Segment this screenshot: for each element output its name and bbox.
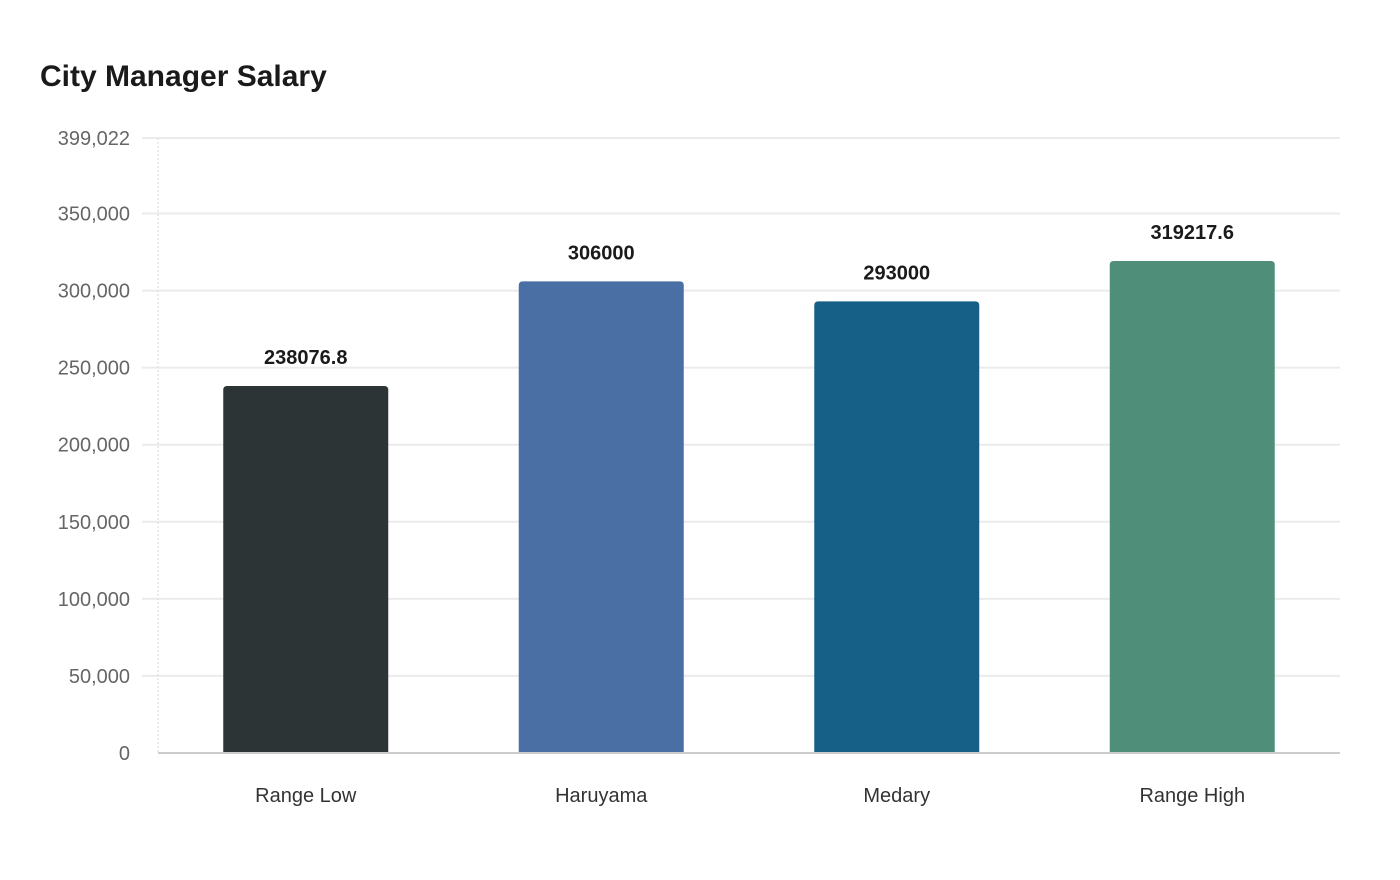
bar-medary (814, 301, 980, 753)
data-label: 293000 (863, 262, 930, 284)
x-tick-label: Range High (1139, 785, 1245, 807)
x-tick-label: Medary (863, 785, 930, 807)
bar-range-low (223, 386, 389, 753)
y-tick-label: 200,000 (58, 435, 130, 457)
y-tick-label: 0 (119, 743, 130, 765)
y-tick-label: 250,000 (58, 358, 130, 380)
y-tick-label: 300,000 (58, 281, 130, 303)
y-tick-label: 150,000 (58, 512, 130, 534)
y-tick-label: 100,000 (58, 589, 130, 611)
data-label: 238076.8 (264, 347, 347, 369)
y-tick-label: 50,000 (69, 666, 130, 688)
y-tick-label: 350,000 (58, 204, 130, 226)
x-tick-label: Haruyama (555, 785, 648, 807)
bar-range-high (1109, 261, 1275, 753)
data-label: 319217.6 (1151, 222, 1234, 244)
x-tick-label: Range Low (255, 785, 357, 807)
bar-haruyama (518, 281, 684, 753)
chart-title: City Manager Salary (40, 60, 327, 93)
data-label: 306000 (568, 242, 635, 264)
y-tick-label: 399,022 (58, 128, 130, 150)
